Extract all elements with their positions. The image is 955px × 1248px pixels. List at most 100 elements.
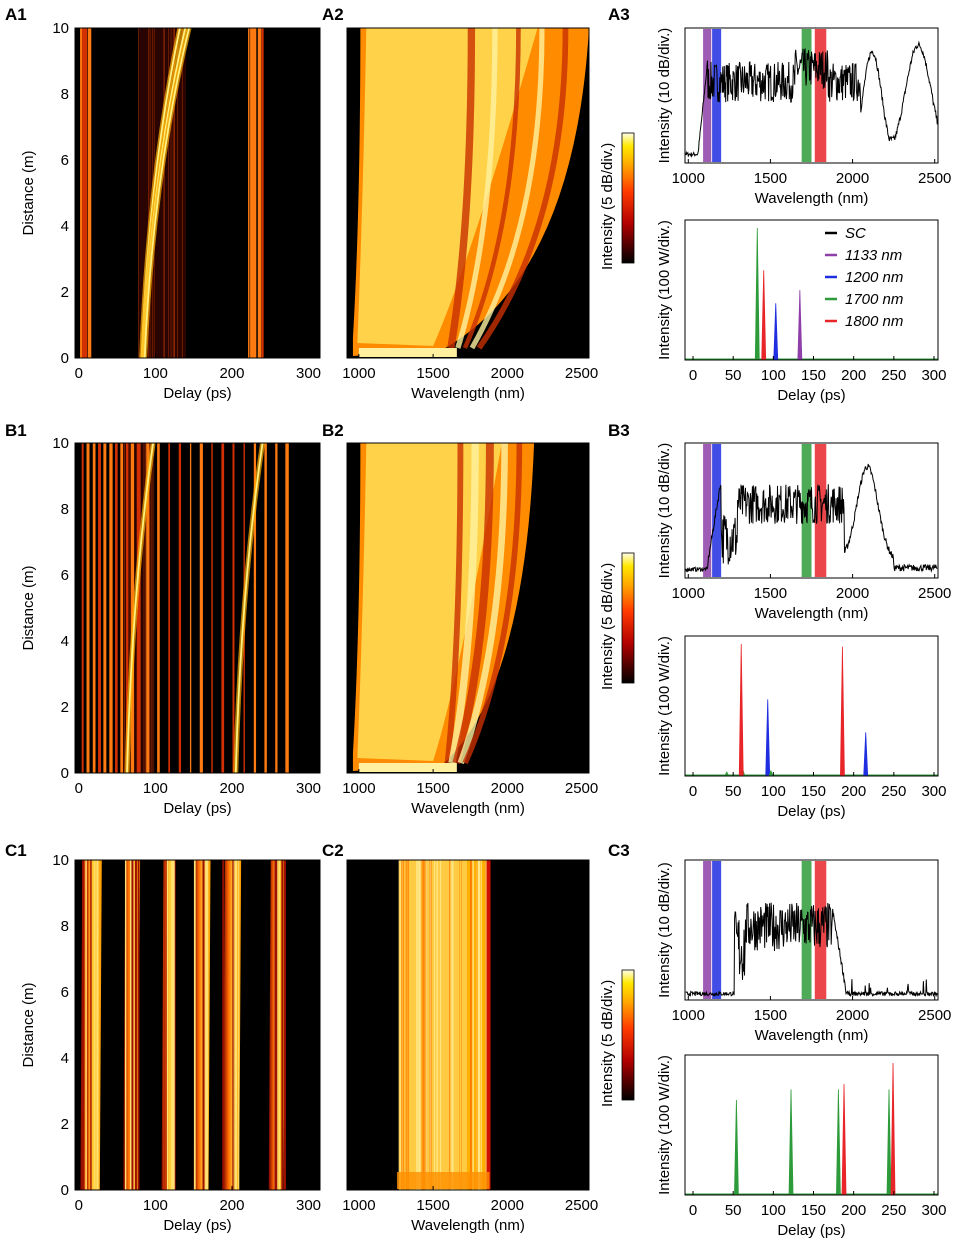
colorbar-B: Intensity (5 dB/div.) (599, 552, 635, 690)
A1-xtick-label: 100 (143, 365, 168, 382)
B1-soliton-track (234, 442, 264, 774)
B3-pulses-pulse-1700nm (724, 771, 730, 777)
B2-xlabel: Wavelength (nm) (411, 800, 525, 817)
C2-xtick-label: 2000 (491, 1197, 524, 1214)
B3-pulses-xtick-label: 200 (841, 783, 866, 800)
B2-spectral-fringe (448, 442, 479, 764)
A1-ytick-label: 4 (61, 218, 69, 235)
A3-spectrum-band-1133nm (703, 29, 712, 162)
C3-pulses-xtick-label: 300 (921, 1202, 946, 1219)
C3-pulses-pulse-1700nm (886, 1089, 892, 1196)
C3-pulses-pulse-1800nm (890, 1062, 896, 1196)
B3-spectrum-xtick-label: 1000 (672, 585, 705, 602)
A3-spectrum-band-1700nm (801, 29, 812, 162)
B1-ylabel: Distance (m) (20, 565, 37, 650)
chart-C3-pulses: 0 50 100 150 200 250 300 Delay (ps) Intensity (1… (656, 1054, 946, 1239)
C3-pulses-frame (684, 1054, 939, 1196)
C2-xtick-label: 2500 (565, 1197, 598, 1214)
B3-pulses-xtick-label: 150 (801, 783, 826, 800)
B3-pulses-ylabel: Intensity (100 W/div.) (656, 636, 673, 776)
chart-A2-wavelength-map: 1000 1500 2000 2500 Wavelength (nm) (342, 27, 598, 402)
chart-B3-pulses: 0 50 100 150 200 250 300 Delay (ps) Intensity (1… (656, 635, 946, 820)
B2-spectral-fringe (452, 442, 494, 765)
colorbar-A: Intensity (5 dB/div.) (599, 132, 635, 270)
panel-label-B1: B1 (5, 421, 27, 440)
colorbar-B-label: Intensity (5 dB/div.) (599, 563, 616, 690)
B3-spectrum-frame (684, 442, 939, 579)
B3-pulses-xtick-label: 250 (881, 783, 906, 800)
C3-spectrum-band-1133nm (703, 861, 712, 999)
panel-label-B3: B3 (608, 421, 630, 440)
C1-ytick-label: 10 (52, 852, 69, 869)
A3-spectrum-xtick-label: 2000 (836, 170, 869, 187)
B3-spectrum-band-1133nm (703, 444, 712, 577)
B3-pulses-pulse-1800nm (840, 646, 845, 777)
C3-spectrum-xtick-label: 1000 (672, 1007, 705, 1024)
C1-frame (74, 859, 321, 1191)
B3-spectrum-ylabel: Intensity (10 dB/div.) (656, 443, 673, 579)
C3-pulses-xtick-label: 150 (801, 1202, 826, 1219)
C1-ytick-label: 6 (61, 984, 69, 1001)
B3-pulses-xtick-label: 50 (725, 783, 742, 800)
B2-xtick-label: 1000 (342, 780, 375, 797)
colorbar-C: Intensity (5 dB/div.) (599, 969, 635, 1107)
B1-xtick-label: 0 (75, 780, 83, 797)
A3-pulses-legend-label: 1700 nm (845, 291, 903, 308)
C1-ytick-label: 2 (61, 1116, 69, 1133)
A3-spectrum-xtick-label: 1000 (672, 170, 705, 187)
C2-xtick-label: 1000 (342, 1197, 375, 1214)
A3-pulses-pulse-1133nm (797, 290, 803, 361)
C3-pulses-xtick-label: 50 (725, 1202, 742, 1219)
C2-frame (346, 859, 590, 1191)
chart-B1-delay-map: 0 100 200 300 Delay (ps) 0 2 4 6 8 10 Distance (m) (20, 435, 321, 817)
A3-pulses-xtick-label: 300 (921, 367, 946, 384)
A3-pulses-xtick-label: 0 (689, 367, 697, 384)
A3-pulses-legend-label: 1133 nm (845, 247, 902, 264)
A1-background (75, 28, 320, 358)
B1-ytick-label: 8 (61, 501, 69, 518)
A1-xtick-label: 200 (219, 365, 244, 382)
panel-label-C3: C3 (608, 841, 630, 860)
A3-pulses-pulse-1200nm (773, 303, 779, 361)
A3-pulses-xlabel: Delay (ps) (777, 387, 845, 404)
A3-spectrum-band-1800nm (814, 29, 827, 162)
C1-xlabel: Delay (ps) (163, 1217, 231, 1234)
C1-ytick-label: 4 (61, 1050, 69, 1067)
B1-xtick-label: 100 (143, 780, 168, 797)
A2-spectral-fringe (469, 27, 545, 350)
panel-label-C2: C2 (322, 841, 344, 860)
A2-xlabel: Wavelength (nm) (411, 385, 525, 402)
colorbar-B-gradient (621, 552, 635, 684)
A3-pulses-legend-label: SC (845, 225, 866, 242)
C3-spectrum-frame (684, 859, 939, 1001)
C3-spectrum-sc-trace (685, 902, 938, 998)
B1-ytick-label: 10 (52, 435, 69, 452)
B3-pulses-pulse-1200nm (863, 732, 869, 777)
B3-pulses-xtick-label: 300 (921, 783, 946, 800)
A1-ytick-label: 2 (61, 284, 69, 301)
panel-label-C1: C1 (5, 841, 27, 860)
panel-label-A1: A1 (5, 5, 27, 24)
B1-frame (74, 442, 321, 774)
A2-spectral-fringe (447, 27, 476, 349)
B3-spectrum-xtick-label: 1500 (754, 585, 787, 602)
A2-pump-line (358, 348, 457, 357)
chart-C2-wavelength-map: 1000 1500 2000 2500 Wavelength (nm) (342, 859, 598, 1234)
B2-pump-line (358, 763, 457, 772)
A2-frame (346, 27, 590, 359)
B1-xtick-label: 200 (219, 780, 244, 797)
C3-pulses-ylabel: Intensity (100 W/div.) (656, 1055, 673, 1195)
B1-soliton-track (126, 442, 154, 774)
B3-pulses-frame (684, 635, 939, 777)
A2-xtick-label: 2000 (491, 365, 524, 382)
colorbar-C-gradient (621, 969, 635, 1101)
A1-frame (74, 27, 321, 359)
A3-pulses-xtick-label: 150 (801, 367, 826, 384)
A1-ytick-label: 0 (61, 350, 69, 367)
B3-spectrum-band-1800nm (814, 444, 827, 577)
A3-spectrum-frame (684, 27, 939, 164)
A3-spectrum-band-1200nm (712, 29, 722, 162)
A3-pulses-frame (684, 219, 939, 361)
B1-ytick-label: 6 (61, 567, 69, 584)
